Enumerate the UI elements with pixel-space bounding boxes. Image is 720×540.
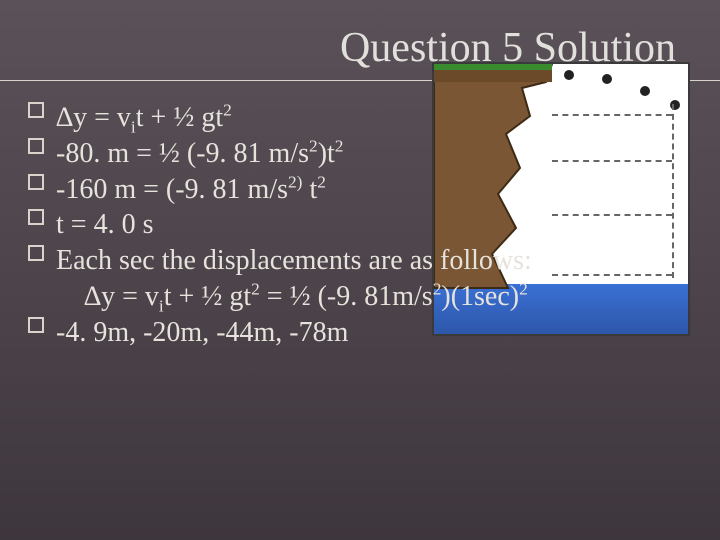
bullet-icon [28,209,44,225]
ball-0 [564,70,574,80]
slide-root: Question 5 Solution ∆y = vit + ½ gt2 -80… [0,0,720,540]
l6-sup3: 2 [519,280,528,299]
l1-sup: 2 [223,101,232,120]
l3-sup2: 2 [317,172,326,191]
line-3: -160 m = (-9. 81 m/s2) t2 [28,172,692,208]
line-4: t = 4. 0 s [28,207,692,243]
line-5: Each sec the displacements are as follow… [28,243,692,279]
ball-1 [602,74,612,84]
l6-mid1: t + ½ gt [164,281,251,312]
l1-pre: ∆y = v [56,102,131,133]
bullet-icon [28,245,44,261]
bullet-icon [28,138,44,154]
line-6: ∆y = vit + ½ gt2 = ½ (-9. 81m/s2)(1sec)2 [28,279,692,315]
line-2: -80. m = ½ (-9. 81 m/s2)t2 [28,136,692,172]
l6-sup1: 2 [251,280,260,299]
l2-mid: )t [318,138,335,169]
line-7: -4. 9m, -20m, -44m, -78m [28,315,692,351]
l3-mid: t [302,174,317,205]
l6-pre: ∆y = v [84,281,159,312]
ball-2 [640,86,650,96]
l6-mid3: )(1sec) [441,281,519,312]
l2-sup2: 2 [335,137,344,156]
l4-text: t = 4. 0 s [56,209,153,240]
l3-pre: -160 m = (-9. 81 m/s [56,174,288,205]
l3-sup1: 2) [288,172,302,191]
bullet-icon [28,174,44,190]
bullet-icon [28,317,44,333]
bullet-icon [28,102,44,118]
l5-text: Each sec the displacements are as follow… [56,245,532,276]
l7-text: -4. 9m, -20m, -44m, -78m [56,317,348,348]
l6-mid2: = ½ (-9. 81m/s [260,281,433,312]
l2-sup1: 2 [309,137,318,156]
content-block: ∆y = vit + ½ gt2 -80. m = ½ (-9. 81 m/s2… [28,100,692,351]
line-1: ∆y = vit + ½ gt2 [28,100,692,136]
ground-top [434,64,552,82]
l1-mid: t + ½ gt [136,102,223,133]
l2-pre: -80. m = ½ (-9. 81 m/s [56,138,309,169]
